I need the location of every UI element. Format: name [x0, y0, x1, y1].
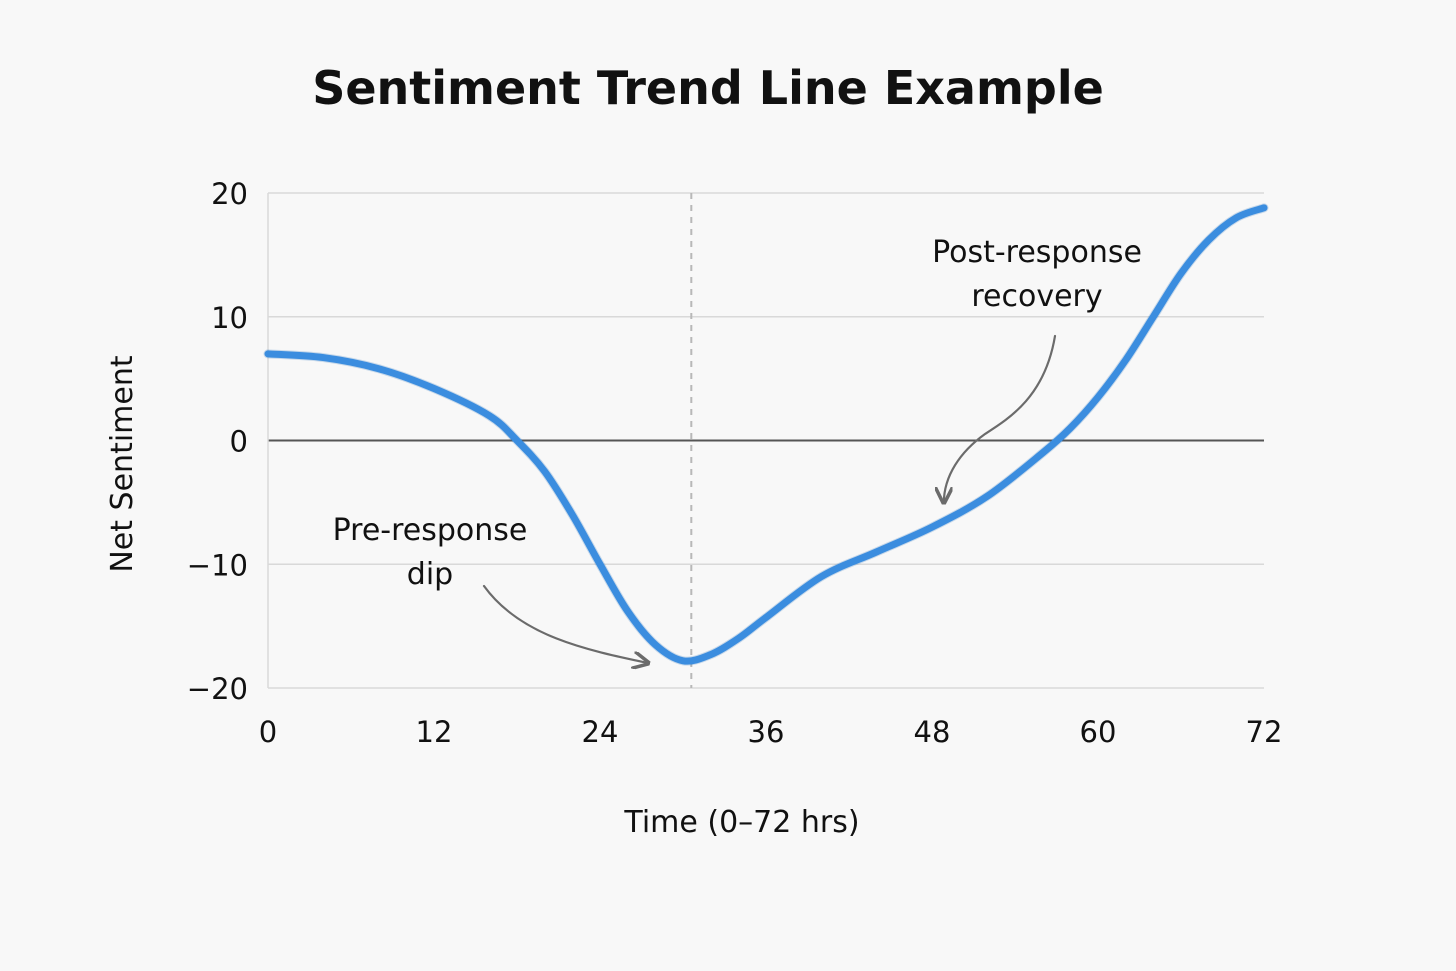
- x-tick-label-4: 48: [914, 715, 951, 749]
- y-tick-label-4: −20: [187, 672, 248, 706]
- chart-title: Sentiment Trend Line Example: [312, 61, 1104, 115]
- x-tick-label-2: 24: [582, 715, 619, 749]
- series-group: [263, 203, 1269, 666]
- x-axis-label: Time (0–72 hrs): [623, 805, 859, 840]
- pre-response-arrow: [482, 584, 648, 663]
- x-tick-label-3: 36: [748, 715, 785, 749]
- annotation-post-response-line-1: Post-response: [932, 235, 1142, 270]
- annotations-group: Pre-response dip Post-response recovery: [333, 235, 1142, 663]
- x-tick-label-5: 60: [1080, 715, 1117, 749]
- x-tick-label-6: 72: [1246, 715, 1283, 749]
- y-tick-label-3: −10: [187, 548, 248, 582]
- y-axis-label: Net Sentiment: [105, 355, 140, 573]
- annotation-pre-response-line-2: dip: [407, 557, 453, 592]
- x-tick-label-0: 0: [259, 715, 277, 749]
- y-tick-label-1: 10: [211, 301, 248, 335]
- annotation-pre-response-line-1: Pre-response: [333, 513, 528, 548]
- grid-lines: [267, 192, 1264, 689]
- series-line-0: [264, 204, 1268, 665]
- axis-ticks: 20 10 0 −10 −20 0 12 24 36 48 60 72: [187, 177, 1283, 749]
- post-response-arrow: [944, 334, 1057, 503]
- y-tick-label-0: 20: [211, 177, 248, 211]
- x-tick-label-1: 12: [416, 715, 453, 749]
- y-tick-label-2: 0: [230, 425, 248, 459]
- annotation-post-response-line-2: recovery: [971, 279, 1102, 314]
